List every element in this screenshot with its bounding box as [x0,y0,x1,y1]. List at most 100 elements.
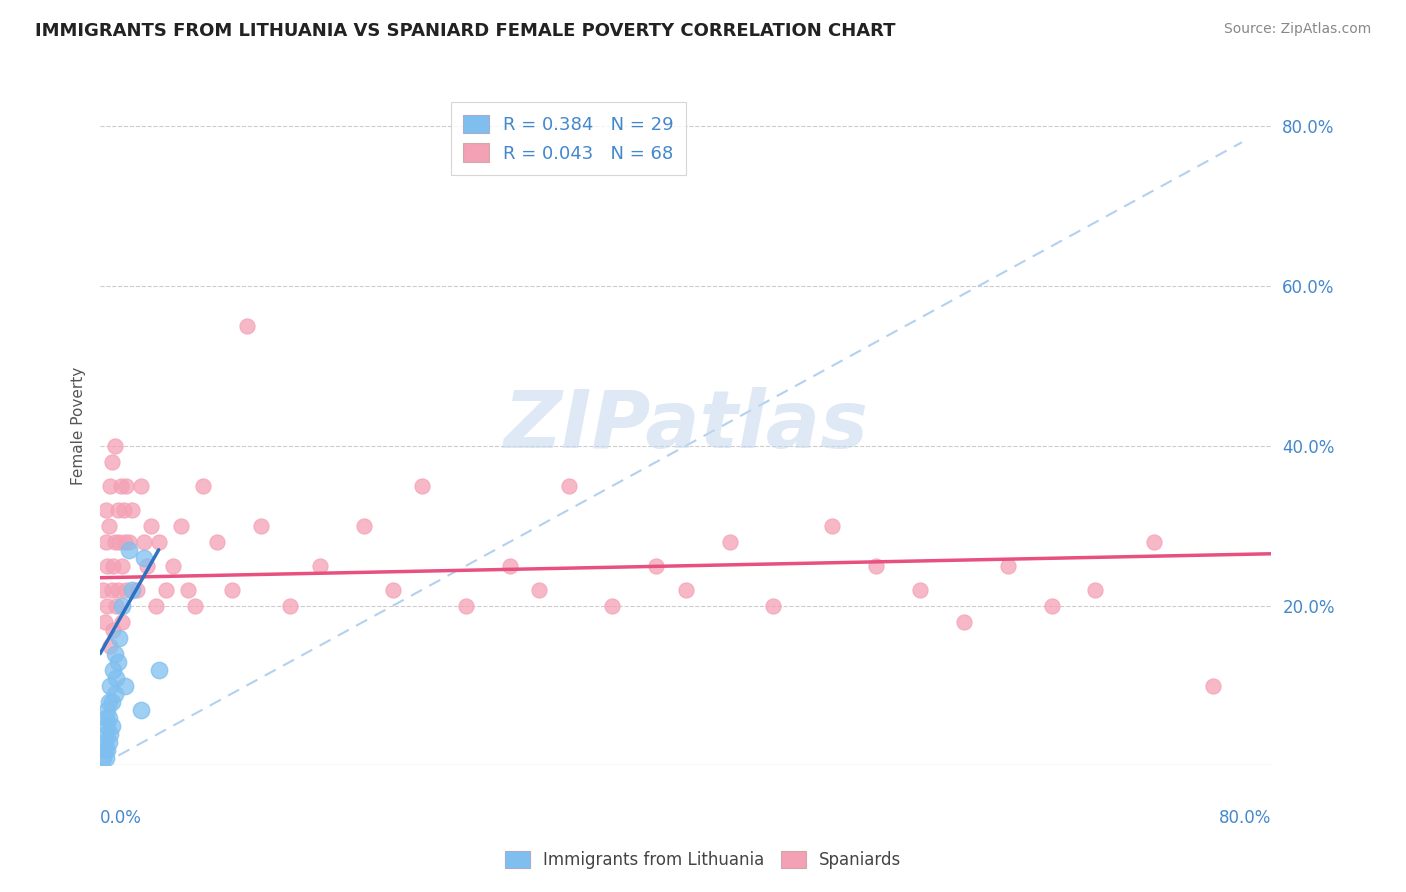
Point [908,582,931,597]
Point [101,718,124,732]
Point [155,582,177,597]
Point [118,542,141,557]
Point [1201,679,1223,693]
Y-axis label: Female Poverty: Female Poverty [72,367,86,485]
Point [191,479,214,493]
Point [100,639,122,653]
Point [91,582,114,597]
Point [132,550,155,565]
Point [104,687,127,701]
Point [103,558,125,573]
Point [221,582,243,597]
Point [162,558,184,573]
Point [101,695,124,709]
Point [111,615,134,629]
Point [675,582,697,597]
Point [645,558,668,573]
Point [952,615,974,629]
Point [91,750,114,764]
Point [93,615,115,629]
Point [97,695,120,709]
Point [111,558,134,573]
Point [114,679,136,693]
Point [207,534,229,549]
Point [93,742,115,756]
Point [94,750,117,764]
Point [96,599,118,613]
Point [114,534,136,549]
Point [94,710,117,724]
Point [148,663,170,677]
Point [1040,599,1063,613]
Point [115,479,138,493]
Point [169,518,191,533]
Point [107,582,129,597]
Point [111,599,134,613]
Point [821,518,844,533]
Point [108,534,131,549]
Point [94,726,117,740]
Text: 80.0%: 80.0% [1219,809,1271,828]
Point [108,631,131,645]
Point [353,518,375,533]
Point [308,558,330,573]
Point [105,671,128,685]
Point [96,718,118,732]
Point [107,655,129,669]
Text: IMMIGRANTS FROM LITHUANIA VS SPANIARD FEMALE POVERTY CORRELATION CHART: IMMIGRANTS FROM LITHUANIA VS SPANIARD FE… [35,22,896,40]
Text: ZIPatlas: ZIPatlas [503,387,868,465]
Point [96,742,118,756]
Point [499,558,522,573]
Point [94,534,117,549]
Point [381,582,404,597]
Point [1084,582,1107,597]
Point [121,582,143,597]
Point [100,679,122,693]
Point [94,503,117,517]
Text: Source: ZipAtlas.com: Source: ZipAtlas.com [1223,22,1371,37]
Point [121,503,143,517]
Point [105,599,128,613]
Point [762,599,785,613]
Point [97,518,120,533]
Point [104,439,127,453]
Point [118,534,141,549]
Legend: Immigrants from Lithuania, Spaniards: Immigrants from Lithuania, Spaniards [495,841,911,880]
Point [454,599,477,613]
Point [100,726,122,740]
Point [101,582,124,597]
Point [101,455,124,469]
Point [557,479,579,493]
Point [529,582,551,597]
Legend: R = 0.384   N = 29, R = 0.043   N = 68: R = 0.384 N = 29, R = 0.043 N = 68 [451,103,686,175]
Point [141,518,163,533]
Point [132,534,155,549]
Point [104,534,127,549]
Point [250,518,273,533]
Point [235,319,257,334]
Point [125,582,148,597]
Point [184,599,207,613]
Point [103,623,125,637]
Point [129,702,152,716]
Point [96,558,118,573]
Point [103,663,125,677]
Point [110,479,132,493]
Point [1143,534,1166,549]
Point [107,503,129,517]
Point [145,599,167,613]
Point [112,503,135,517]
Point [602,599,624,613]
Point [93,734,115,748]
Point [280,599,302,613]
Point [148,534,170,549]
Point [96,702,118,716]
Point [177,582,200,597]
Point [136,558,159,573]
Point [100,479,122,493]
Point [104,647,127,661]
Text: 0.0%: 0.0% [100,809,142,828]
Point [115,582,138,597]
Point [129,479,152,493]
Point [97,734,120,748]
